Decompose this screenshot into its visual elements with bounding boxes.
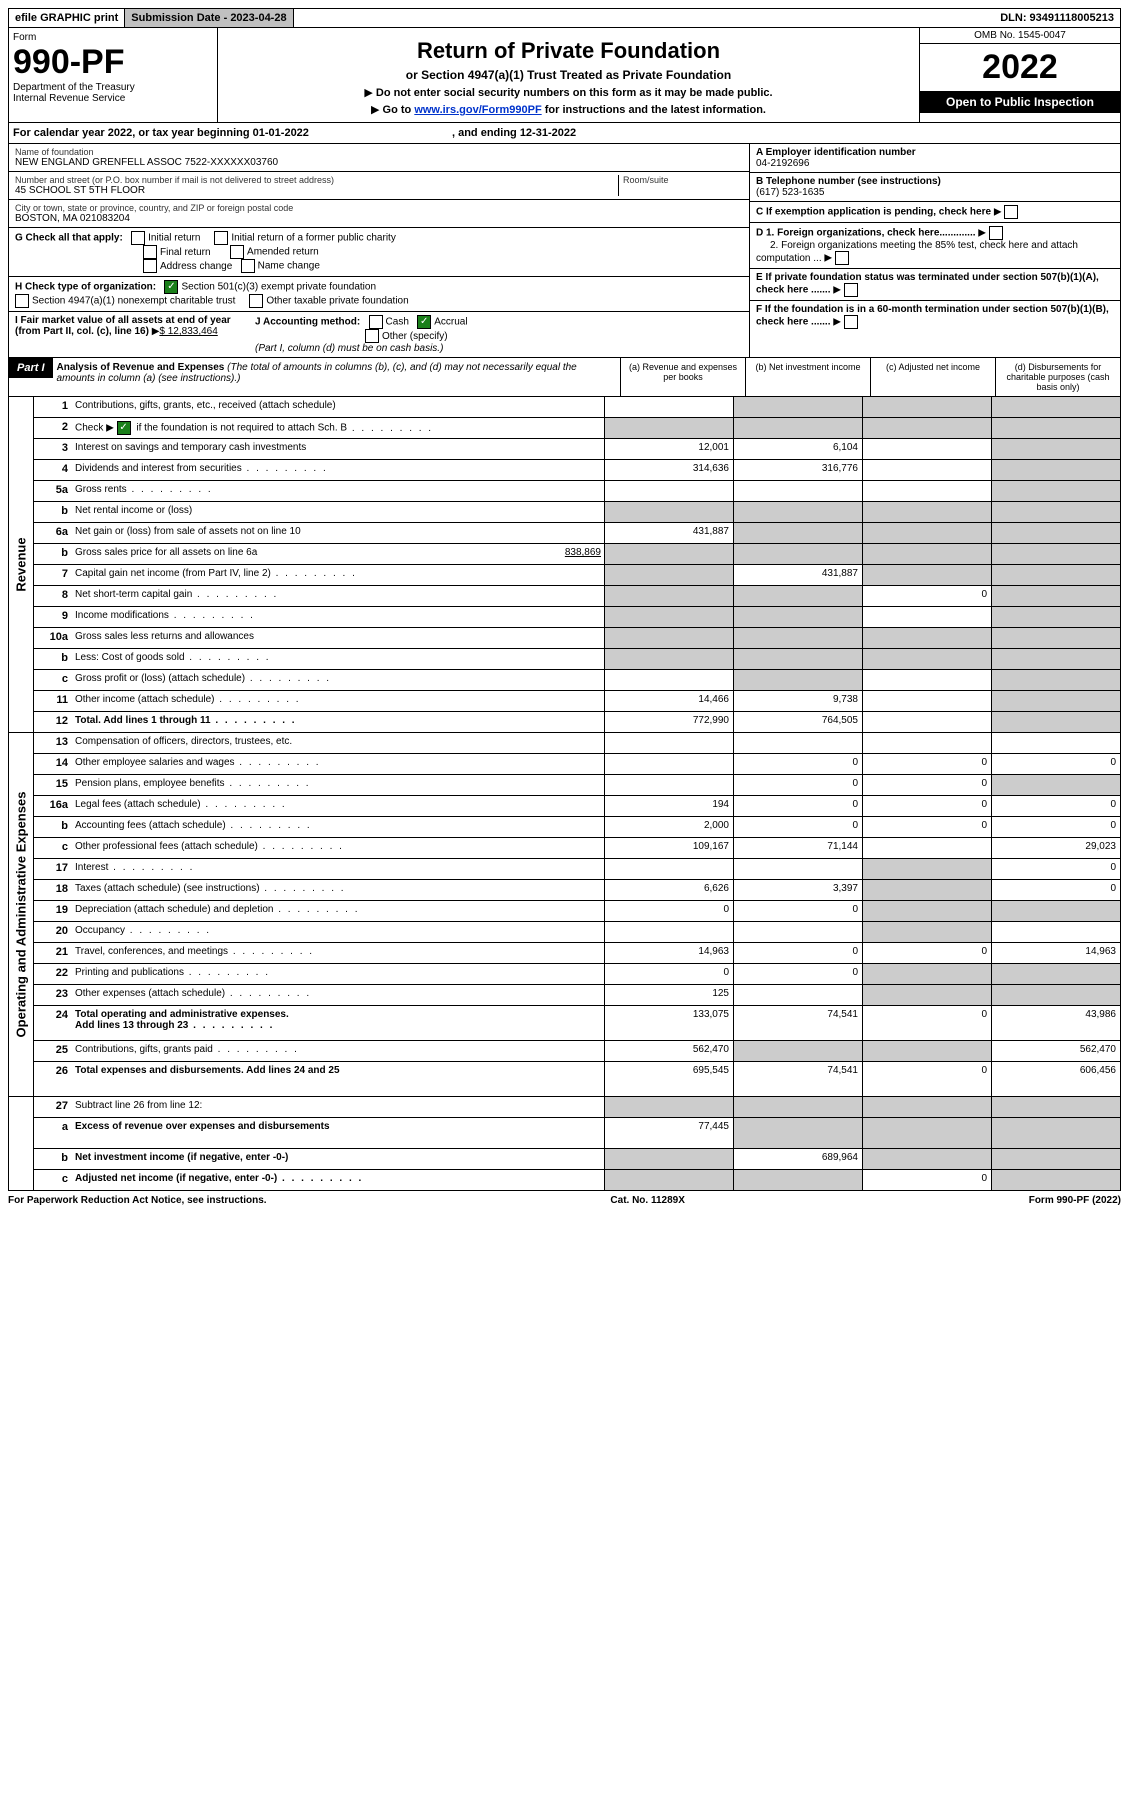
form-label: Form [13, 32, 213, 43]
open-inspection: Open to Public Inspection [920, 91, 1120, 113]
calendar-year: For calendar year 2022, or tax year begi… [8, 123, 1121, 144]
final-return-checkbox[interactable] [143, 245, 157, 259]
form990pf-link[interactable]: www.irs.gov/Form990PF [414, 104, 541, 116]
omb: OMB No. 1545-0047 [920, 28, 1120, 44]
other-taxable-checkbox[interactable] [249, 294, 263, 308]
net-table: 27Subtract line 26 from line 12: aExcess… [8, 1097, 1121, 1191]
d2-checkbox[interactable] [835, 251, 849, 265]
ein-label: A Employer identification number [756, 147, 916, 158]
col-b-header: (b) Net investment income [745, 358, 870, 396]
f-row: F If the foundation is in a 60-month ter… [750, 301, 1120, 332]
cat-no: Cat. No. 11289X [610, 1195, 684, 1206]
d1-checkbox[interactable] [989, 226, 1003, 240]
d-row: D 1. Foreign organizations, check here..… [750, 223, 1120, 269]
name-label: Name of foundation [15, 147, 743, 157]
name-change-checkbox[interactable] [241, 259, 255, 273]
dept: Department of the Treasury [13, 82, 213, 93]
efile-label: efile GRAPHIC print [9, 9, 125, 27]
4947-checkbox[interactable] [15, 294, 29, 308]
form-title: Return of Private Foundation [224, 38, 913, 64]
accrual-checkbox[interactable] [417, 315, 431, 329]
e-row: E If private foundation status was termi… [750, 269, 1120, 301]
c-row: C If exemption application is pending, c… [750, 202, 1120, 223]
topbar: efile GRAPHIC print Submission Date - 20… [8, 8, 1121, 28]
cash-checkbox[interactable] [369, 315, 383, 329]
foundation-name: NEW ENGLAND GRENFELL ASSOC 7522-XXXXXX03… [15, 157, 743, 168]
city-state-zip: BOSTON, MA 021083204 [15, 213, 743, 224]
room-label: Room/suite [623, 175, 743, 185]
tel-label: B Telephone number (see instructions) [756, 176, 941, 187]
expenses-vlabel: Operating and Administrative Expenses [14, 792, 29, 1038]
form-header: Form 990-PF Department of the Treasury I… [8, 28, 1121, 123]
j-row: J Accounting method: Cash Accrual Other … [235, 315, 743, 354]
amended-checkbox[interactable] [230, 245, 244, 259]
col-d-header: (d) Disbursements for charitable purpose… [995, 358, 1120, 396]
irs: Internal Revenue Service [13, 93, 213, 104]
col-a-header: (a) Revenue and expenses per books [620, 358, 745, 396]
part1-label: Part I [9, 358, 53, 378]
address-change-checkbox[interactable] [143, 259, 157, 273]
initial-former-checkbox[interactable] [214, 231, 228, 245]
dln: DLN: 93491118005213 [994, 9, 1120, 27]
tax-year: 2022 [920, 44, 1120, 91]
addr-label: Number and street (or P.O. box number if… [15, 175, 618, 185]
identity-section: Name of foundation NEW ENGLAND GRENFELL … [8, 144, 1121, 358]
footer: For Paperwork Reduction Act Notice, see … [8, 1195, 1121, 1206]
submission-date: Submission Date - 2023-04-28 [125, 9, 293, 27]
city-label: City or town, state or province, country… [15, 203, 743, 213]
g-check-row: G Check all that apply: Initial return I… [9, 228, 749, 277]
i-label: I Fair market value of all assets at end… [15, 315, 235, 354]
h-check-row: H Check type of organization: Section 50… [9, 277, 749, 312]
form-number: 990-PF [13, 43, 213, 82]
revenue-vlabel: Revenue [14, 537, 29, 591]
form-footer: Form 990-PF (2022) [1029, 1195, 1121, 1206]
expenses-table: Operating and Administrative Expenses 13… [8, 733, 1121, 1097]
initial-return-checkbox[interactable] [131, 231, 145, 245]
part1-header: Part I Analysis of Revenue and Expenses … [8, 358, 1121, 397]
501c3-checkbox[interactable] [164, 280, 178, 294]
c-checkbox[interactable] [1004, 205, 1018, 219]
schb-checkbox[interactable] [117, 421, 131, 435]
e-checkbox[interactable] [844, 283, 858, 297]
paperwork-notice: For Paperwork Reduction Act Notice, see … [8, 1195, 267, 1206]
street-address: 45 SCHOOL ST 5TH FLOOR [15, 185, 618, 196]
note-link: Go to www.irs.gov/Form990PF for instruct… [224, 103, 913, 116]
col-c-header: (c) Adjusted net income [870, 358, 995, 396]
form-subtitle: or Section 4947(a)(1) Trust Treated as P… [224, 68, 913, 82]
telephone: (617) 523-1635 [756, 187, 824, 198]
note-ssn: Do not enter social security numbers on … [224, 86, 913, 99]
ein: 04-2192696 [756, 158, 809, 169]
f-checkbox[interactable] [844, 315, 858, 329]
other-method-checkbox[interactable] [365, 329, 379, 343]
revenue-table: Revenue 1Contributions, gifts, grants, e… [8, 397, 1121, 733]
